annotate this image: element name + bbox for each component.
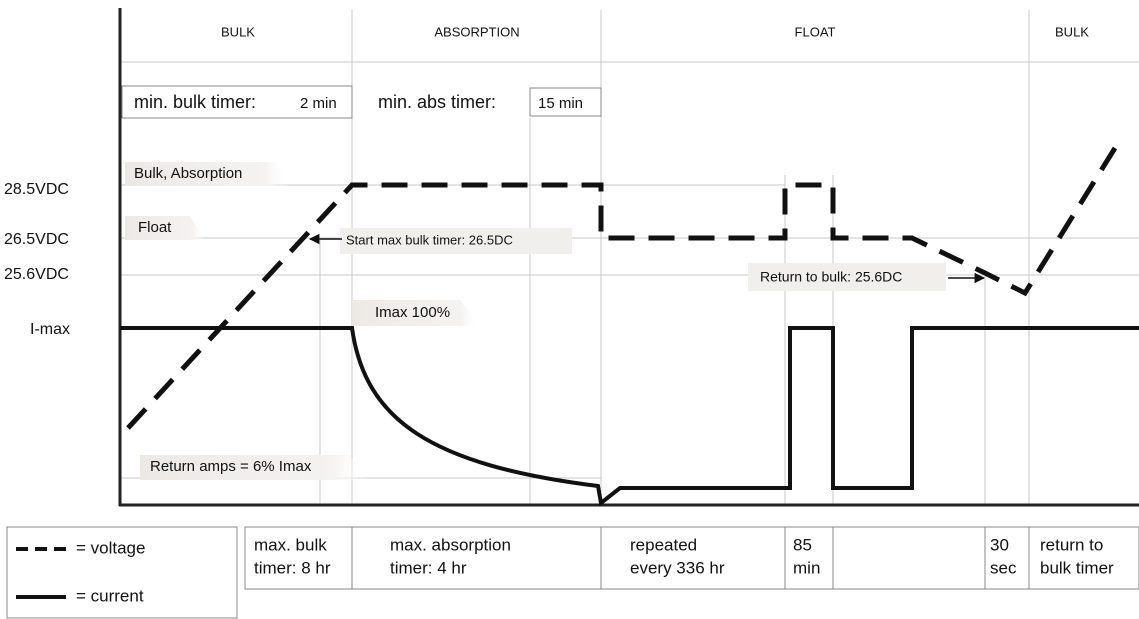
table-cell: every 336 hr xyxy=(630,558,725,577)
phase-label: FLOAT xyxy=(795,24,836,39)
phase-label: BULK xyxy=(1055,24,1089,39)
tag-bg xyxy=(125,162,290,186)
phase-label: BULK xyxy=(221,24,255,39)
timer-label: min. bulk timer: xyxy=(134,92,256,112)
level-label: 26.5VDC xyxy=(4,231,69,248)
table-cell: max. absorption xyxy=(390,535,511,554)
table-cell: timer: 8 hr xyxy=(254,558,331,577)
table-cell: 30 xyxy=(990,535,1009,554)
timer-value: 15 min xyxy=(538,95,583,112)
table-cell: 85 xyxy=(793,535,812,554)
annotation: Float xyxy=(138,219,172,236)
annotation: Return amps = 6% Imax xyxy=(150,458,312,475)
table-cell: min xyxy=(793,558,820,577)
annotation: Imax 100% xyxy=(375,304,450,321)
table-cell: max. bulk xyxy=(254,535,327,554)
legend-label: = current xyxy=(76,586,144,605)
timer-box xyxy=(121,85,353,119)
level-label: 25.6VDC xyxy=(4,266,69,283)
tag-bg xyxy=(352,300,480,326)
phase-label: ABSORPTION xyxy=(434,24,519,39)
level-label: I-max xyxy=(30,321,70,338)
legend-label: = voltage xyxy=(76,538,145,557)
tag-bg xyxy=(748,263,946,291)
timer-value: 2 min xyxy=(300,95,337,112)
voltage-curve xyxy=(126,146,1118,430)
table-cell: sec xyxy=(990,558,1017,577)
legend xyxy=(6,526,238,619)
annotation: Bulk, Absorption xyxy=(134,165,242,182)
tag-bg xyxy=(340,228,572,254)
tag-bg xyxy=(125,216,205,240)
annotation: Return to bulk: 25.6DC xyxy=(760,269,902,285)
timer-box xyxy=(529,87,602,117)
table-cell: bulk timer xyxy=(1040,558,1114,577)
grid xyxy=(120,10,1139,505)
current-curve xyxy=(120,326,1139,507)
tag-bg xyxy=(140,455,368,480)
table-cell: return to xyxy=(1040,535,1103,554)
annotation: Start max bulk timer: 26.5DC xyxy=(346,232,513,247)
table-cell: repeated xyxy=(630,535,697,554)
timer-label: min. abs timer: xyxy=(378,92,496,112)
timer-table xyxy=(244,526,1139,590)
level-label: 28.5VDC xyxy=(4,181,69,198)
table-cell: timer: 4 hr xyxy=(390,558,467,577)
